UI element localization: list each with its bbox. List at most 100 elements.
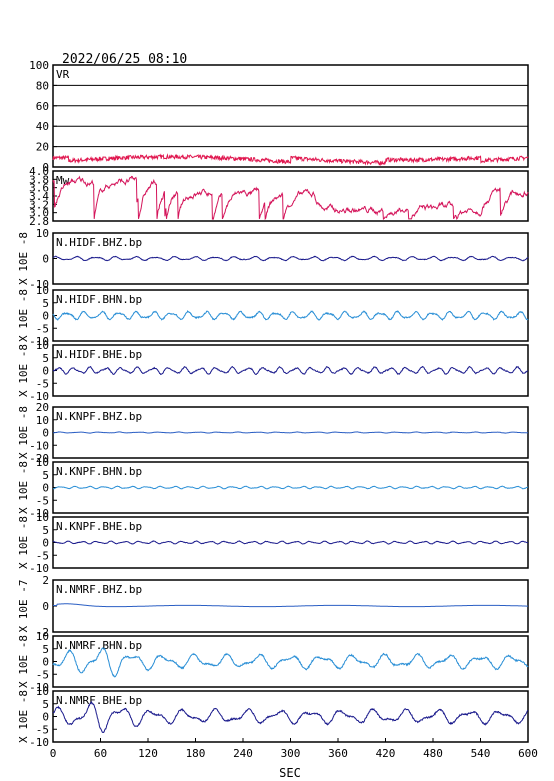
y-tick-label: 3.0 [29,207,49,220]
y-tick-label: 4.0 [29,165,49,178]
y-tick-label: 10 [36,284,49,297]
panel-N.HIDF.BHZ.bp: -10 0 10 N.HIDF.BHZ.bp X 10E -8 [17,227,529,291]
panel-label: N.KNPF.BHZ.bp [56,410,142,423]
y-tick-label: 10 [36,511,49,524]
x-tick-label: 480 [423,747,443,760]
y-tick-label: 0 [42,537,49,550]
y-tick-label: 10 [36,414,49,427]
panel-label: N.NMRF.BHZ.bp [56,583,142,596]
y-tick-label: -10 [29,681,49,694]
y-tick-label: 5 [42,698,49,711]
y-axis-label: X 10E -8 [17,232,30,285]
panel-frame [52,170,529,222]
y-tick-label: -5 [36,322,49,335]
series-line-Mw [52,175,529,221]
panel-label: N.HIDF.BHZ.bp [56,236,142,249]
y-tick-label: -10 [29,335,49,348]
x-tick-label: 60 [94,747,107,760]
y-tick-label: -2 [36,626,49,639]
panels: 020406080100VR2.83.03.23.43.63.84.0Mw-10… [17,59,529,749]
y-tick-label: 0 [42,600,49,613]
y-tick-label: 60 [36,100,49,113]
panel-label: N.HIDF.BHN.bp [56,293,142,306]
y-tick-label: -10 [29,736,49,749]
panel-VR: 0 20 40 60 80 100 VR [29,59,529,174]
y-tick-label: 5 [42,352,49,365]
y-tick-label: 5 [42,469,49,482]
y-tick-label: 20 [36,141,49,154]
x-tick-label: 420 [376,747,396,760]
x-axis: 0 60 120 180 240 300 360 420 480 540 600 [50,738,538,760]
series-line-N.KNPF.BHE.bp [52,540,529,545]
y-axis-label: X 10E -8 [17,406,30,459]
y-tick-label: 3.6 [29,182,49,195]
panel-label: N.KNPF.BHE.bp [56,520,142,533]
panel-label: N.KNPF.BHN.bp [56,465,142,478]
y-tick-label: -5 [36,549,49,562]
panel-label: N.NMRF.BHE.bp [56,694,142,707]
y-tick-label: 5 [42,524,49,537]
series-line-VR [52,153,529,167]
y-tick-label: 0 [42,310,49,323]
y-tick-label: 0 [42,365,49,378]
y-tick-label: 0 [42,253,49,266]
y-tick-label: 0 [42,711,49,724]
panel-label: N.NMRF.BHN.bp [56,639,142,652]
y-tick-label: 0 [42,656,49,669]
y-axis-label: X 10E -8 [17,289,30,342]
y-tick-label: 3.8 [29,173,49,186]
y-axis-label: X 10E -8 [17,461,30,514]
y-tick-label: 10 [36,685,49,698]
y-tick-label: 3.2 [29,198,49,211]
y-axis-label: X 10E -8 [17,344,30,397]
x-tick-label: 540 [471,747,491,760]
y-tick-label: 3.4 [29,190,49,203]
y-tick-label: 5 [42,297,49,310]
y-axis-label: X 10E -7 [17,580,30,633]
y-tick-label: -10 [29,390,49,403]
panel-Mw: 2.83.03.23.43.63.84.0Mw [29,165,529,228]
series-line-N.NMRF.BHN.bp [52,647,529,678]
series-line-N.HIDF.BHZ.bp [52,255,529,262]
y-axis-label: X 10E -8 [17,516,30,569]
x-tick-label: 300 [281,747,301,760]
series-line-N.NMRF.BHZ.bp [53,603,528,608]
y-tick-label: 40 [36,120,49,133]
panel-label: N.HIDF.BHE.bp [56,348,142,361]
x-tick-label: 360 [328,747,348,760]
y-axis-label: X 10E -8 [17,690,30,743]
y-tick-label: 80 [36,79,49,92]
y-tick-label: 100 [29,59,49,72]
x-tick-label: 600 [518,747,538,760]
series-line-N.KNPF.BHZ.bp [53,431,528,434]
x-tick-label: 240 [233,747,253,760]
panel-label: VR [56,68,70,81]
x-tick-label: 180 [186,747,206,760]
y-tick-label: 0 [42,161,49,174]
y-tick-label: 0 [42,482,49,495]
y-tick-label: -20 [29,452,49,465]
y-tick-label: 10 [36,630,49,643]
y-tick-label: 20 [36,401,49,414]
y-tick-label: 10 [36,227,49,240]
y-tick-label: 10 [36,456,49,469]
series-line-N.NMRF.BHE.bp [52,700,529,733]
y-tick-label: -10 [29,439,49,452]
series-line-N.KNPF.BHN.bp [52,485,528,490]
y-tick-label: -5 [36,723,49,736]
x-tick-label: 0 [50,747,57,760]
y-tick-label: 2.8 [29,215,49,228]
y-tick-label: 5 [42,643,49,656]
y-tick-label: -5 [36,494,49,507]
panel-N.NMRF.BHZ.bp: -2 0 2 N.NMRF.BHZ.bp X 10E -7 [17,574,529,639]
y-tick-label: -5 [36,377,49,390]
y-tick-label: 2 [42,574,49,587]
datetime-header: 2022/06/25 08:10 [62,52,187,67]
